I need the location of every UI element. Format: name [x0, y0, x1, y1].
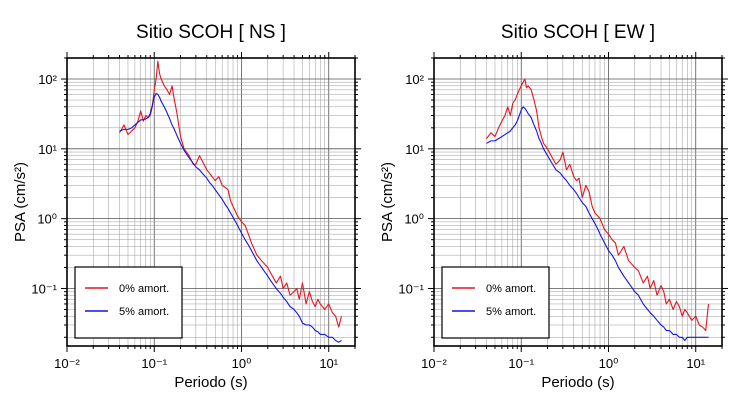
- legend-box: [441, 266, 550, 339]
- y-tick-label: 10¹: [38, 142, 57, 157]
- series-line-undamped: [119, 60, 343, 328]
- x-tick-label: 10⁰: [232, 356, 252, 371]
- legend-box: [74, 266, 183, 339]
- chart-panel-ns: 10⁻² 10⁻¹ 10⁰ 10¹ 10⁻¹ 10⁰ 10¹ 10² 0% amort. 5% a…: [12, 22, 361, 391]
- y-tick-label: 10⁻¹: [31, 281, 57, 296]
- x-axis-label: Periodo (s): [174, 374, 247, 391]
- y-axis-label: PSA (cm/s²): [379, 162, 396, 242]
- legend: 0% amort. 5% amort.: [74, 266, 183, 339]
- chart-title: Sitio SCOH [ NS ]: [136, 22, 286, 43]
- x-tick-label: 10⁻¹: [508, 356, 534, 371]
- y-tick-label: 10⁻¹: [398, 281, 424, 296]
- x-tick-label: 10⁻²: [421, 356, 447, 371]
- chart-title: Sitio SCOH [ EW ]: [501, 22, 655, 43]
- plot-frame: [433, 57, 723, 347]
- x-tick-label: 10⁻¹: [141, 356, 167, 371]
- legend: 0% amort. 5% amort.: [441, 266, 550, 339]
- x-tick-label: 10⁰: [599, 356, 619, 371]
- x-tick-label: 10⁻²: [54, 356, 80, 371]
- y-tick-label: 10²: [38, 72, 57, 87]
- y-tick-label: 10²: [405, 72, 424, 87]
- legend-label: 0% amort.: [119, 283, 169, 295]
- legend-label: 5% amort.: [486, 306, 536, 318]
- legend-label: 0% amort.: [486, 283, 536, 295]
- series-line-undamped: [486, 78, 710, 332]
- y-axis-label: PSA (cm/s²): [12, 162, 29, 242]
- x-axis-label: Periodo (s): [541, 374, 614, 391]
- plot-frame: [66, 57, 356, 347]
- grid: [66, 57, 356, 346]
- y-tick-label: 10⁰: [404, 212, 424, 227]
- x-tick-label: 10¹: [319, 356, 338, 371]
- series-line-damped: [486, 106, 709, 342]
- x-tick-label: 10¹: [686, 356, 705, 371]
- series-line-damped: [119, 92, 342, 343]
- y-tick-label: 10⁰: [37, 212, 57, 227]
- y-tick-label: 10¹: [405, 142, 424, 157]
- chart-panel-ew: 10⁻² 10⁻¹ 10⁰ 10¹ 10⁻¹ 10⁰ 10¹ 10² 0% amort. 5% a…: [379, 22, 728, 391]
- legend-label: 5% amort.: [119, 306, 169, 318]
